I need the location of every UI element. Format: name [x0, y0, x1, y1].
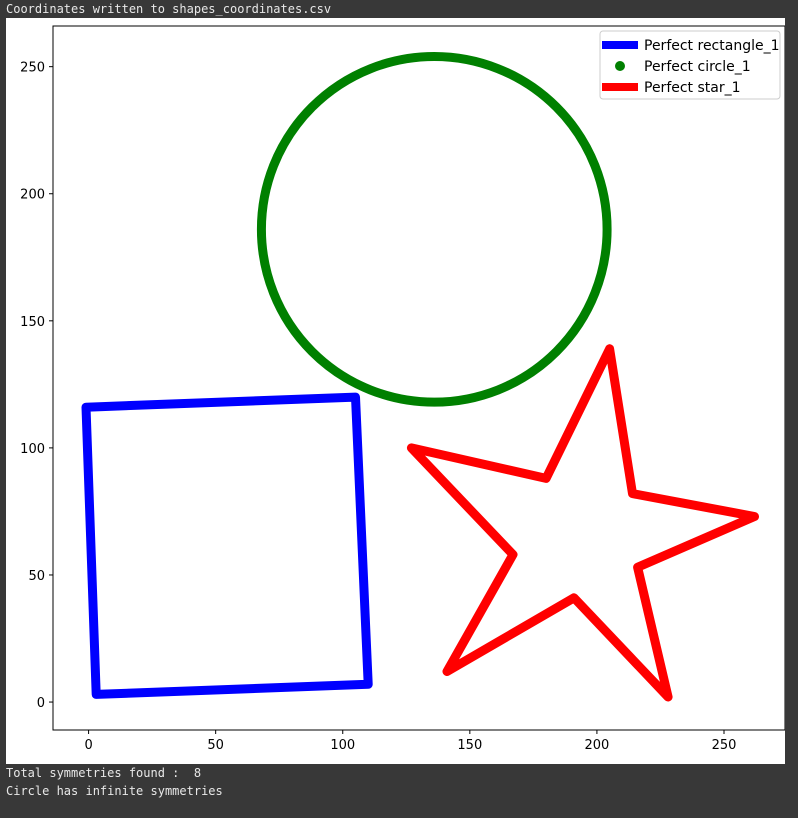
chart-svg: 0 50 100 150 200 250 0 50 100 150 200 250 Perfect r… — [20, 25, 786, 753]
legend-label: Perfect circle_1 — [644, 59, 751, 75]
x-tick-label: 50 — [207, 738, 224, 753]
legend-label: Perfect star_1 — [644, 80, 741, 96]
y-tick-label: 50 — [28, 569, 45, 584]
x-tick-label: 150 — [457, 738, 482, 753]
axes-frame — [52, 25, 786, 731]
legend-marker-circle — [615, 61, 625, 71]
y-tick-label: 100 — [20, 442, 45, 457]
y-tick-label: 200 — [20, 188, 45, 203]
y-tick-label: 250 — [20, 61, 45, 76]
console-output-symmetry-count: Total symmetries found : 8 — [6, 766, 202, 780]
series-rectangle-shape — [81, 392, 373, 699]
legend-label: Perfect rectangle_1 — [644, 38, 780, 54]
plot-figure: 0 50 100 150 200 250 0 50 100 150 200 250 Perfect r… — [6, 18, 786, 764]
y-tick-label: 0 — [37, 696, 45, 711]
x-tick-label: 200 — [585, 738, 610, 753]
series-circle-shape — [256, 51, 612, 407]
series-star-shape — [406, 344, 759, 702]
x-tick-label: 0 — [84, 738, 92, 753]
y-tick-label: 150 — [20, 315, 45, 330]
console-output-circle-note: Circle has infinite symmetries — [6, 784, 223, 798]
legend: Perfect rectangle_1 Perfect circle_1 Perfe… — [599, 30, 781, 100]
x-tick-label: 250 — [712, 738, 737, 753]
console-output-top: Coordinates written to shapes_coordinate… — [6, 2, 332, 16]
legend-box — [599, 30, 781, 100]
x-tick-label: 100 — [330, 738, 355, 753]
